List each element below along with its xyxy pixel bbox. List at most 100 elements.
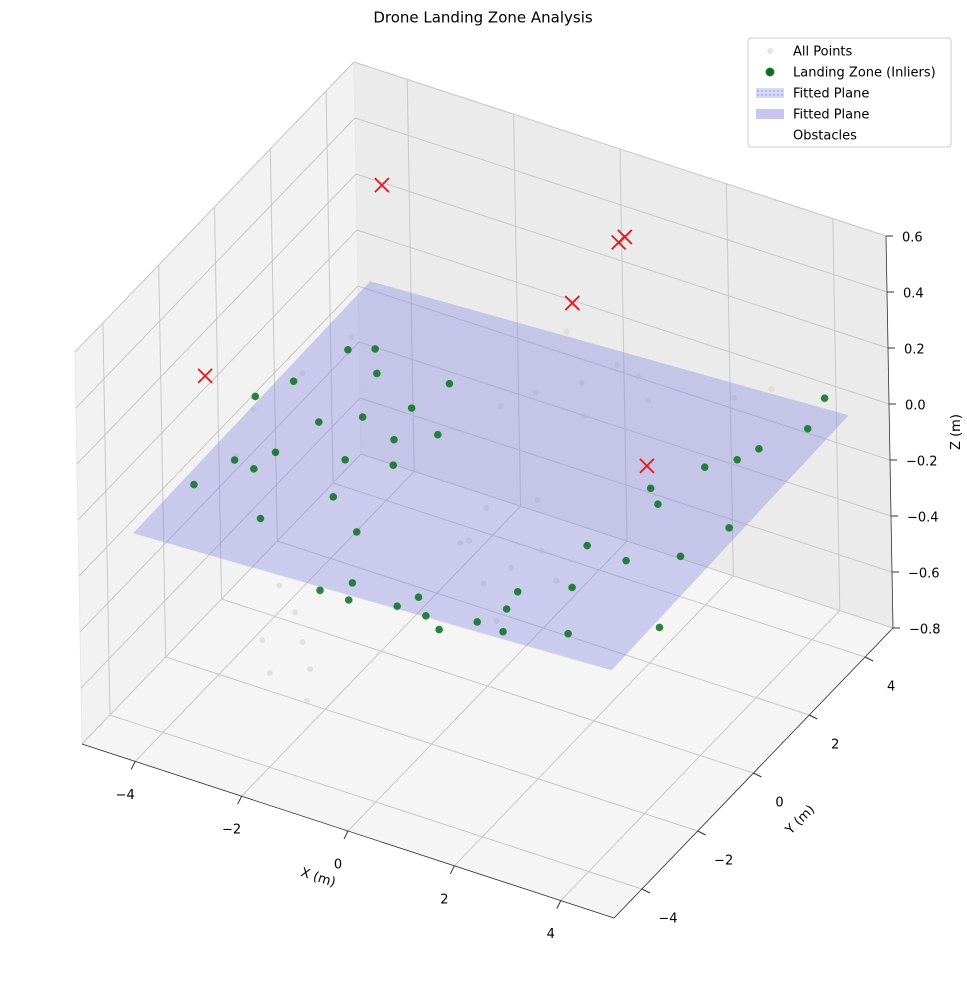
x-tick-label: −2 bbox=[222, 823, 241, 838]
x-tick bbox=[449, 865, 455, 875]
grid-line bbox=[81, 453, 362, 745]
data-point bbox=[250, 406, 257, 413]
z-tick-label: −0.4 bbox=[907, 511, 939, 526]
grid-line bbox=[325, 90, 334, 484]
data-point bbox=[251, 392, 260, 401]
data-point bbox=[676, 552, 685, 561]
grid-line bbox=[360, 453, 894, 629]
data-point bbox=[344, 596, 353, 604]
y-tick bbox=[641, 888, 651, 894]
legend-marker bbox=[756, 109, 784, 119]
data-point bbox=[445, 379, 454, 388]
x-tick bbox=[130, 761, 136, 770]
grid-line bbox=[513, 114, 522, 507]
obstacle-marker bbox=[617, 229, 633, 245]
fitted-plane bbox=[133, 281, 849, 671]
grid-line bbox=[80, 397, 361, 689]
data-point bbox=[578, 379, 585, 386]
x-tick-label: 4 bbox=[547, 927, 555, 942]
data-point bbox=[497, 402, 504, 409]
legend: All Points Landing Zone (Inliers) Fitted P… bbox=[747, 37, 952, 148]
data-point bbox=[289, 377, 298, 386]
data-point bbox=[299, 370, 306, 377]
data-point bbox=[646, 484, 655, 493]
grid-line bbox=[269, 148, 278, 542]
y-tick bbox=[864, 656, 874, 662]
grid-line bbox=[277, 540, 810, 716]
grid-line bbox=[74, 61, 355, 353]
data-point bbox=[645, 397, 652, 404]
grid-line bbox=[357, 285, 891, 461]
data-point bbox=[473, 618, 482, 626]
z-axis-label: Z (m) bbox=[949, 414, 964, 450]
grid-line bbox=[355, 173, 889, 349]
data-point bbox=[292, 609, 299, 616]
data-point bbox=[276, 582, 283, 589]
legend-marker bbox=[765, 67, 775, 77]
legend-box bbox=[747, 37, 952, 148]
data-point bbox=[466, 537, 473, 544]
data-point bbox=[654, 500, 662, 509]
y-axis-label: Y (m) bbox=[782, 802, 818, 838]
data-point bbox=[348, 334, 355, 341]
data-point bbox=[266, 669, 273, 676]
x-tick bbox=[556, 900, 562, 909]
y-tick-label: 2 bbox=[831, 738, 839, 753]
z-tick-label: 0.2 bbox=[904, 343, 925, 358]
data-point bbox=[393, 602, 401, 610]
data-point bbox=[580, 412, 587, 419]
data-point bbox=[583, 541, 591, 550]
y-tick-label: 0 bbox=[775, 796, 783, 811]
data-point bbox=[534, 497, 541, 504]
grid-line bbox=[78, 285, 359, 577]
legend-label: Fitted Plane bbox=[793, 108, 869, 123]
data-point bbox=[390, 435, 398, 444]
z-tick-label: 0.4 bbox=[903, 287, 924, 302]
data-point bbox=[304, 698, 310, 705]
data-point bbox=[564, 629, 572, 638]
data-point bbox=[422, 612, 430, 620]
data-point bbox=[389, 461, 398, 469]
data-point bbox=[499, 627, 507, 636]
grid-line bbox=[109, 714, 643, 890]
obstacle-marker bbox=[197, 368, 213, 384]
z-tick-label: −0.8 bbox=[909, 623, 941, 638]
data-point bbox=[493, 617, 500, 624]
grid-line bbox=[356, 229, 890, 405]
data-point bbox=[733, 455, 741, 464]
y-tick bbox=[809, 714, 818, 720]
x-tick-label: 0 bbox=[334, 858, 342, 873]
grid-line bbox=[832, 218, 841, 611]
grid-line bbox=[725, 183, 734, 576]
x-tick bbox=[237, 795, 243, 805]
grid-line bbox=[619, 148, 628, 542]
obstacle-marker bbox=[374, 177, 390, 193]
data-point bbox=[407, 404, 416, 412]
z-tick-label: −0.6 bbox=[908, 567, 940, 582]
data-point bbox=[358, 413, 367, 421]
data-point bbox=[371, 345, 379, 353]
legend-label: Obstacles bbox=[793, 129, 857, 144]
data-point bbox=[316, 586, 324, 595]
data-point bbox=[634, 373, 641, 380]
obstacle-marker bbox=[639, 458, 655, 474]
legend-marker bbox=[756, 88, 784, 98]
grid-line bbox=[165, 656, 698, 832]
y-tick bbox=[697, 830, 706, 836]
data-point bbox=[508, 564, 515, 571]
data-point bbox=[259, 637, 266, 644]
data-point bbox=[230, 456, 239, 464]
data-point bbox=[373, 369, 381, 378]
data-point bbox=[457, 540, 464, 547]
data-point bbox=[352, 528, 361, 536]
y-tick-label: 4 bbox=[887, 680, 895, 695]
data-point bbox=[256, 514, 265, 523]
data-point bbox=[271, 448, 280, 457]
z-tick-label: −0.2 bbox=[906, 455, 938, 470]
data-point bbox=[755, 445, 763, 453]
legend-label: All Points bbox=[793, 45, 853, 60]
data-point bbox=[513, 587, 522, 596]
data-point bbox=[299, 639, 306, 646]
grid-line bbox=[214, 206, 222, 600]
